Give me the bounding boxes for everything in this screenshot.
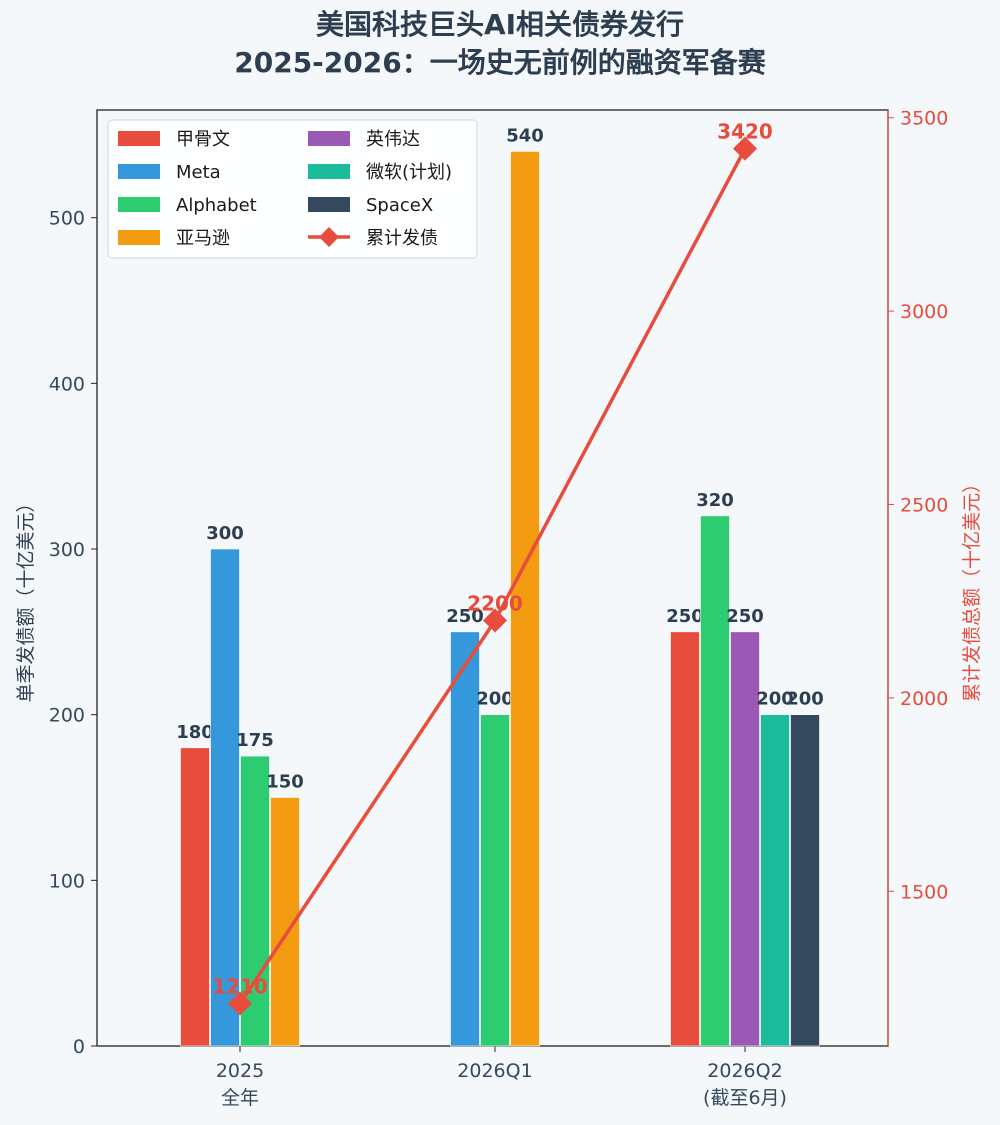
chart-title: 美国科技巨头AI相关债券发行 2025-2026：一场史无前例的融资军备赛: [0, 6, 1000, 82]
y-axis-label: 单季发债额（十亿美元）: [15, 493, 37, 702]
cumulative-value-label: 3420: [717, 120, 773, 144]
legend-label: Alphabet: [176, 195, 257, 216]
bar-value-label: 250: [446, 606, 484, 627]
bar: [180, 747, 210, 1047]
cumulative-marker: [483, 608, 507, 633]
bar: [450, 631, 480, 1047]
bar-value-label: 150: [266, 772, 304, 793]
x-tick-label: 2026Q2: [707, 1060, 782, 1082]
x-tick-sublabel: 全年: [221, 1087, 259, 1109]
cumulative-marker: [228, 991, 252, 1016]
y-tick-label: 200: [49, 705, 85, 727]
bar-value-label: 200: [786, 689, 824, 710]
bar: [790, 714, 820, 1047]
chart-title-line1: 美国科技巨头AI相关债券发行: [315, 8, 685, 41]
cumulative-value-label: 2200: [467, 592, 523, 616]
bar: [510, 151, 540, 1047]
y2-tick-label: 2000: [900, 688, 948, 710]
y-tick-label: 500: [49, 208, 85, 230]
legend-swatch: [118, 197, 160, 212]
cumulative-marker: [733, 136, 757, 161]
x-tick-sublabel: (截至6月): [703, 1087, 787, 1109]
bar-value-label: 540: [506, 125, 544, 146]
bar: [760, 714, 790, 1047]
legend-swatch: [308, 164, 350, 179]
y2-tick-label: 3000: [900, 301, 948, 323]
legend-marker-swatch: [319, 227, 339, 247]
y2-tick-label: 1500: [900, 881, 948, 903]
legend-label: Meta: [176, 162, 221, 183]
legend-label: 累计发债: [366, 228, 438, 249]
y-tick-label: 300: [49, 539, 85, 561]
y2-tick-label: 2500: [900, 495, 948, 517]
x-tick-label: 2025: [216, 1060, 264, 1082]
cumulative-value-label: 1210: [212, 974, 268, 998]
bar: [210, 548, 240, 1047]
legend-swatch: [308, 131, 350, 146]
y-tick-label: 400: [49, 373, 85, 395]
bar-value-label: 175: [236, 730, 274, 751]
y2-tick-label: 3500: [900, 108, 948, 130]
legend-label: SpaceX: [366, 195, 433, 216]
bar-value-label: 200: [756, 689, 794, 710]
legend-label: 甲骨文: [176, 129, 230, 150]
legend-label: 微软(计划): [366, 162, 452, 183]
bar-value-label: 250: [726, 606, 764, 627]
y2-axis-label: 累计发债总额（十亿美元）: [961, 474, 983, 702]
chart-title-line2: 2025-2026：一场史无前例的融资军备赛: [234, 46, 766, 79]
bar-value-label: 200: [476, 689, 514, 710]
y-tick-label: 100: [49, 870, 85, 892]
legend-label: 亚马逊: [176, 228, 230, 249]
bar-value-label: 250: [666, 606, 704, 627]
legend-swatch: [118, 164, 160, 179]
bar: [700, 515, 730, 1047]
y-tick-label: 0: [73, 1036, 85, 1058]
legend-swatch: [308, 197, 350, 212]
bar: [480, 714, 510, 1047]
legend-swatch: [118, 131, 160, 146]
bar-value-label: 180: [176, 722, 214, 743]
legend-swatch: [118, 230, 160, 245]
bar-value-label: 300: [206, 523, 244, 544]
legend-box: [107, 119, 478, 259]
bar: [670, 631, 700, 1047]
bar-value-label: 320: [696, 490, 734, 511]
bar: [730, 631, 760, 1047]
x-tick-label: 2026Q1: [457, 1060, 532, 1082]
legend-label: 英伟达: [366, 129, 420, 150]
